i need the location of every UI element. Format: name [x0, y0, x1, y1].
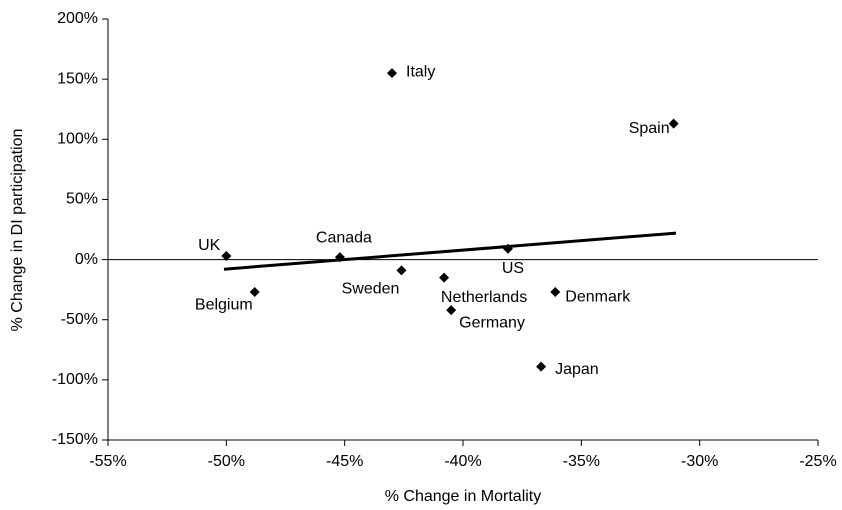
x-tick-label: -30% [681, 453, 718, 470]
y-tick-label: -50% [61, 311, 98, 328]
x-tick-label: -45% [326, 453, 363, 470]
x-axis-title: % Change in Mortality [385, 488, 542, 505]
y-tick-label: 0% [75, 251, 98, 268]
y-tick-label: 100% [57, 131, 98, 148]
point [536, 361, 547, 372]
point-label: Japan [555, 361, 599, 378]
y-tick-label: -100% [52, 371, 98, 388]
point [502, 243, 513, 254]
point [221, 250, 232, 261]
x-tick-label: -25% [799, 453, 836, 470]
trend-line [223, 231, 677, 271]
point [668, 118, 679, 129]
y-tick-label: 50% [66, 191, 98, 208]
point [439, 272, 450, 283]
x-tick-label: -50% [208, 453, 245, 470]
point-label: Canada [316, 229, 372, 246]
point [446, 305, 457, 316]
x-tick-label: -40% [444, 453, 481, 470]
point-label: Denmark [565, 288, 631, 305]
x-tick-label: -55% [89, 453, 126, 470]
y-tick-label: -150% [52, 431, 98, 448]
y-tick-label: 200% [57, 10, 98, 27]
y-axis-title: % Change in DI participation [9, 129, 26, 332]
point-label: Spain [629, 120, 670, 137]
point [334, 252, 345, 263]
point [387, 68, 397, 79]
point-label: Netherlands [441, 289, 527, 306]
x-tick-label: -35% [563, 453, 600, 470]
point-label: US [502, 260, 524, 277]
point-label: Germany [459, 314, 525, 331]
point-label: UK [198, 237, 221, 254]
point-label: Sweden [342, 281, 400, 298]
y-tick-label: 150% [57, 70, 98, 87]
point [550, 287, 561, 298]
point [249, 287, 260, 298]
point [396, 265, 407, 276]
point-label: Belgium [195, 296, 253, 313]
point-label: Italy [406, 63, 435, 80]
